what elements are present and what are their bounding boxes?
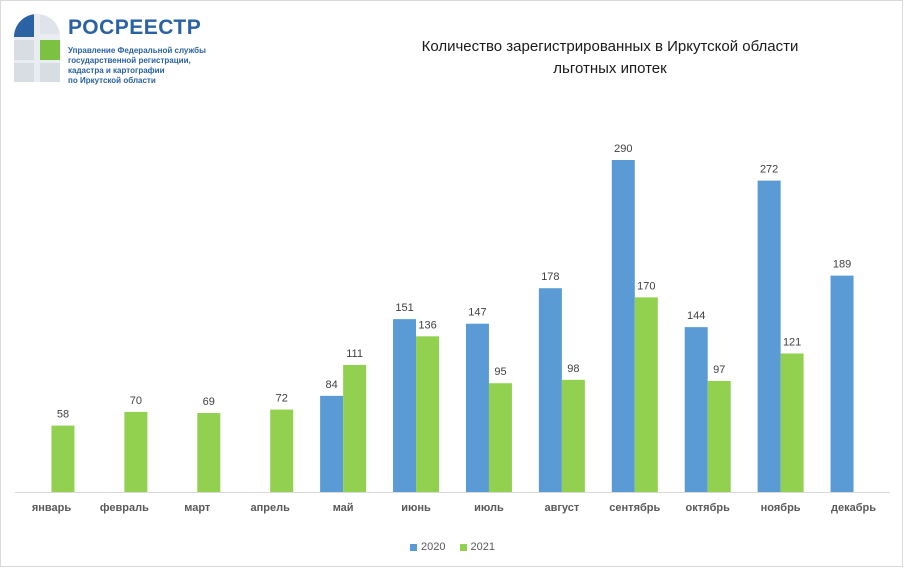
bar-2020-декабрь [830,275,854,492]
data-label-2020-май: 84 [326,379,338,391]
data-label-2020-декабрь: 189 [833,259,851,271]
x-tick-label: февраль [100,502,149,514]
data-label-2021-октябрь: 97 [713,364,725,376]
logo-subtitle-line: кадастра и картографии [68,66,165,75]
rosreestr-emblem-icon [14,14,60,82]
data-label-2021-февраль: 70 [130,395,142,407]
x-tick-label: август [544,502,579,514]
data-label-2021-август: 98 [567,363,579,375]
logo-name: РОСРЕЕСТР [68,16,202,39]
bar-2020-октябрь [684,327,708,492]
x-tick-label: июль [474,502,504,514]
x-tick-label: октябрь [686,502,731,514]
data-label-2020-октябрь: 144 [687,310,705,322]
bar-2020-август [538,288,562,492]
data-label-2020-сентябрь: 290 [614,143,632,155]
data-label-2021-июль: 95 [494,366,506,378]
data-label-2021-июнь: 136 [418,319,436,331]
x-tick-label: ноябрь [761,502,801,514]
bar-2021-сентябрь [634,297,658,492]
bar-2020-июнь [393,319,417,492]
legend-swatch-2021 [459,543,467,551]
x-tick-label: март [184,502,211,514]
chart-title: Количество зарегистрированных в Иркутско… [360,36,860,80]
logo-subtitle-line: государственной регистрации, [68,56,191,65]
data-label-2020-июнь: 151 [395,302,413,314]
bar-2021-июль [488,383,512,492]
bar-2020-июль [465,323,489,492]
bar-2021-ноябрь [780,353,804,492]
legend-label-2020: 2020 [421,541,446,553]
data-label-2021-сентябрь: 170 [637,280,655,292]
rosreestr-logo: РОСРЕЕСТР Управление Федеральной службы … [12,12,212,92]
data-label-2021-ноябрь: 121 [783,336,801,348]
bar-2021-февраль [124,411,148,492]
data-label-2020-август: 178 [541,271,559,283]
bar-2021-август [561,379,585,492]
chart-title-line: Количество зарегистрированных в Иркутско… [421,38,799,55]
bar-2020-ноябрь [757,180,781,492]
bar-2021-июнь [416,336,440,492]
bar-2021-октябрь [707,380,731,492]
bar-2021-март [197,413,221,492]
x-tick-label: июнь [401,502,431,514]
bar-2021-январь [51,425,75,492]
chart-legend: 2020 2021 [0,541,905,553]
data-label-2021-апрель: 72 [276,393,288,405]
bar-2021-апрель [270,409,294,492]
x-tick-label: апрель [251,502,291,514]
legend-item-2021: 2021 [459,541,495,553]
legend-item-2020: 2020 [410,541,446,553]
legend-label-2021: 2021 [470,541,495,553]
logo-subtitle: Управление Федеральной службы государств… [68,46,218,86]
x-tick-label: май [333,502,354,514]
bar-2021-май [343,364,367,492]
data-label-2021-март: 69 [203,396,215,408]
data-label-2020-июль: 147 [468,307,486,319]
x-tick-label: декабрь [831,502,876,514]
bar-2020-сентябрь [611,160,635,492]
data-label-2021-май: 111 [346,348,363,360]
data-label-2020-ноябрь: 272 [760,164,778,176]
bar-2020-май [320,395,344,492]
x-tick-label: сентябрь [609,502,660,514]
legend-swatch-2020 [410,543,418,551]
logo-subtitle-line: Управление Федеральной службы [68,46,206,55]
x-tick-label: январь [32,502,72,514]
chart-title-line: льготных ипотек [553,60,667,77]
logo-subtitle-line: по Иркутской области [68,76,156,85]
data-label-2021-январь: 58 [57,409,69,421]
